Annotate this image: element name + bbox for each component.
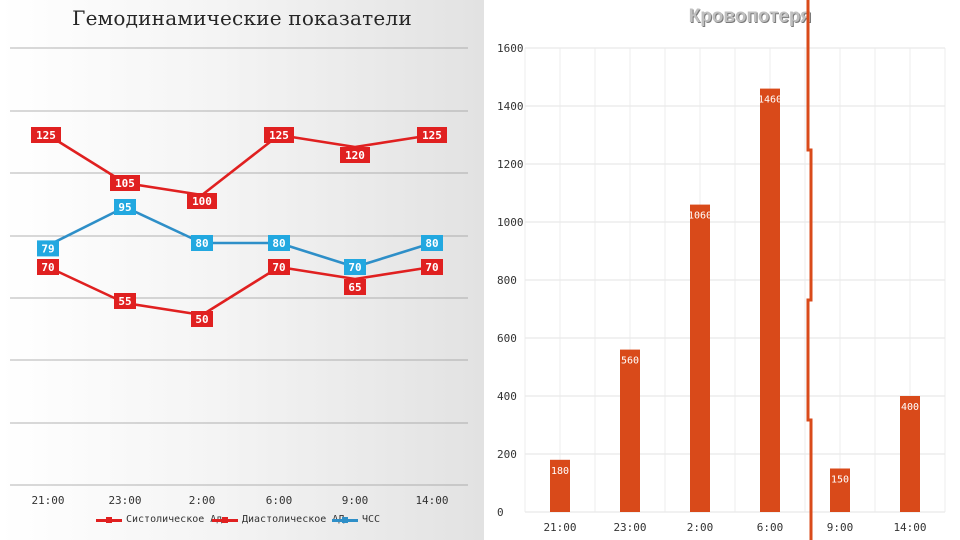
bar-1 [620, 349, 640, 512]
hemodynamics-panel [0, 0, 484, 540]
data-label-box-s0-3 [264, 127, 294, 143]
data-label-s2-1: 95 [118, 201, 131, 214]
data-label-box-s1-1 [114, 293, 136, 309]
data-label-box-s0-2 [187, 193, 217, 209]
data-label-box-s0-4 [340, 147, 370, 163]
data-label-s2-5: 80 [425, 237, 438, 250]
data-label-box-s2-2 [191, 235, 213, 251]
data-label-s0-0: 125 [36, 129, 56, 142]
bar-3 [760, 88, 780, 512]
data-label-box-s0-0 [31, 127, 61, 143]
data-label-s1-1: 55 [118, 295, 131, 308]
data-label-s1-5: 70 [425, 261, 438, 274]
x-tick-left-2: 2:00 [189, 494, 216, 507]
data-label-box-s2-1 [114, 199, 136, 215]
bar-label-1: 560 [621, 356, 639, 367]
legend-swatch-systolic [96, 515, 122, 525]
series-line-2 [47, 205, 433, 269]
legend-label-systolic: Систолическое Ад [126, 514, 223, 525]
hemodynamics-legend: Систолическое Ад Диастолическое АД ЧСС [0, 514, 484, 534]
x-tick-right-3: 6:00 [757, 521, 784, 534]
x-tick-right-4: 9:00 [827, 521, 854, 534]
bar-5 [900, 396, 920, 512]
y-tick-5: 1000 [497, 216, 524, 229]
y-tick-8: 1600 [497, 42, 524, 55]
y-tick-6: 1200 [497, 158, 524, 171]
legend-swatch-diastolic [212, 515, 238, 525]
x-tick-right-0: 21:00 [543, 521, 576, 534]
bar-label-3: 1460 [758, 95, 782, 106]
data-label-box-s1-4 [344, 279, 366, 295]
bar-0 [550, 459, 570, 512]
legend-swatch-heart-rate [332, 515, 358, 525]
y-tick-2: 400 [497, 390, 517, 403]
x-tick-right-2: 2:00 [687, 521, 714, 534]
data-label-s2-4: 70 [348, 261, 361, 274]
data-label-s1-0: 70 [41, 261, 54, 274]
data-label-s0-1: 105 [115, 177, 135, 190]
bar-4 [830, 468, 850, 512]
data-label-box-s1-3 [268, 259, 290, 275]
vertical-marker-line [806, 0, 813, 540]
data-label-box-s1-5 [421, 259, 443, 275]
y-tick-7: 1400 [497, 100, 524, 113]
y-tick-3: 600 [497, 332, 517, 345]
data-label-box-s2-5 [421, 235, 443, 251]
legend-item-diastolic: Диастолическое АД [212, 514, 344, 525]
blood-loss-panel [484, 0, 960, 540]
data-label-box-s0-5 [417, 127, 447, 143]
y-tick-0: 0 [497, 506, 504, 519]
x-tick-left-5: 14:00 [415, 494, 448, 507]
bar-label-5: 400 [901, 402, 919, 413]
legend-item-systolic: Систолическое Ад [96, 514, 222, 525]
data-label-s0-5: 125 [422, 129, 442, 142]
data-label-s2-3: 80 [272, 237, 285, 250]
legend-item-heart-rate: ЧСС [332, 514, 380, 525]
legend-label-diastolic: Диастолическое АД [242, 514, 345, 525]
x-tick-left-3: 6:00 [266, 494, 293, 507]
data-label-box-s1-0 [37, 259, 59, 275]
x-tick-left-4: 9:00 [342, 494, 369, 507]
bar-label-4: 150 [831, 475, 849, 486]
data-label-s0-3: 125 [269, 129, 289, 142]
data-label-s0-4: 120 [345, 149, 365, 162]
data-label-s2-2: 80 [195, 237, 208, 250]
hemodynamics-line-chart: 125 105 100 125 120 125 70 55 50 70 65 70 79 95 80 80 70… [10, 47, 468, 507]
x-tick-right-5: 14:00 [893, 521, 926, 534]
data-label-s0-2: 100 [192, 195, 212, 208]
data-label-s1-2: 50 [195, 313, 208, 326]
data-label-box-s0-1 [110, 175, 140, 191]
legend-label-heart-rate: ЧСС [362, 514, 381, 525]
x-tick-right-1: 23:00 [613, 521, 646, 534]
bar-label-0: 180 [551, 466, 569, 477]
bar-label-2: 1060 [688, 211, 712, 222]
x-tick-left-1: 23:00 [108, 494, 141, 507]
hemodynamics-chart-title: Гемодинамические показатели [72, 6, 412, 30]
y-tick-1: 200 [497, 448, 517, 461]
data-label-box-s2-3 [268, 235, 290, 251]
data-label-box-s2-0 [37, 240, 59, 257]
x-tick-left-0: 21:00 [31, 494, 64, 507]
data-label-s2-0: 79 [41, 242, 54, 255]
data-label-box-s2-4 [344, 259, 366, 275]
series-line-1 [47, 265, 433, 317]
y-tick-4: 800 [497, 274, 517, 287]
data-label-s1-3: 70 [272, 261, 285, 274]
data-label-box-s1-2 [191, 311, 213, 327]
data-label-s1-4: 65 [348, 281, 361, 294]
blood-loss-chart-title: Кровопотеря [688, 6, 812, 27]
bar-2 [690, 204, 710, 512]
